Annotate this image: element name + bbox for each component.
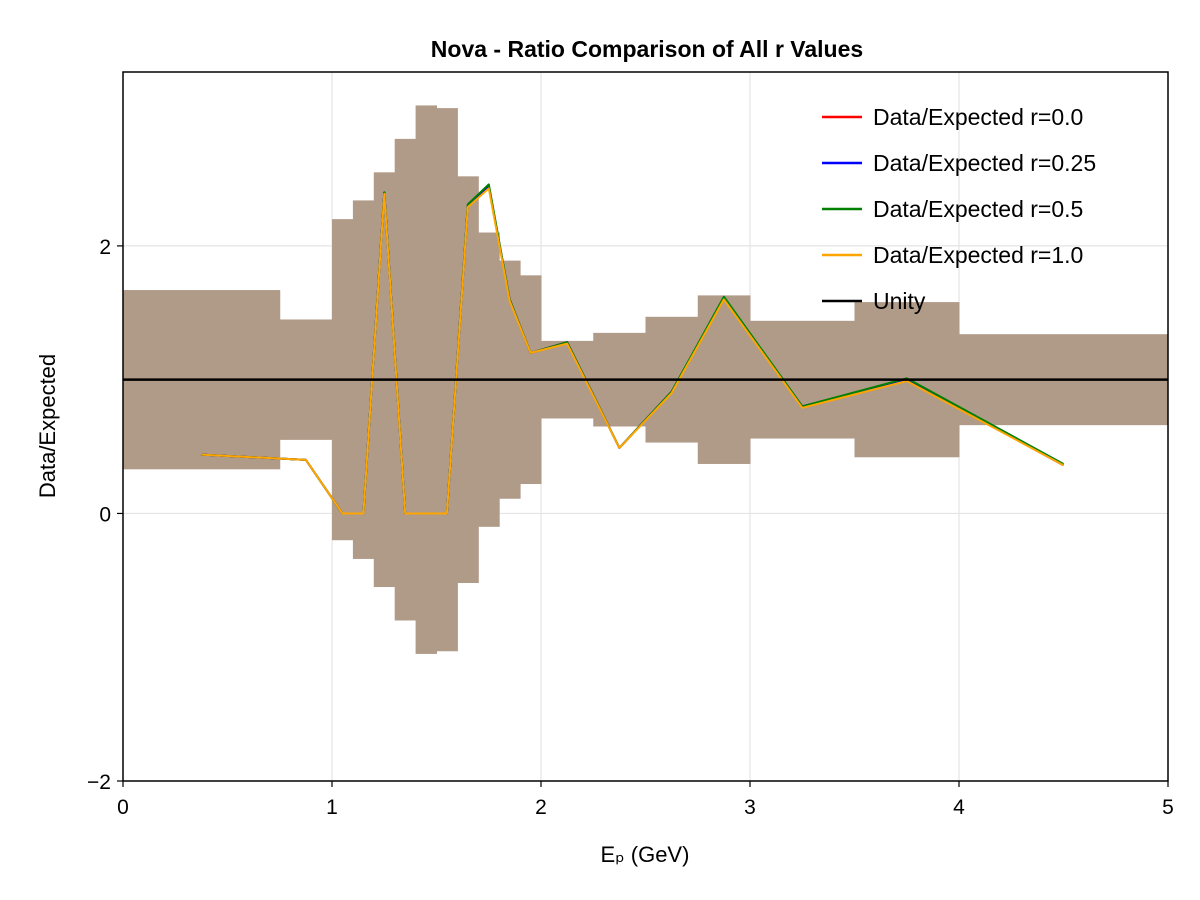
legend-label: Data/Expected r=0.5 xyxy=(873,196,1083,222)
x-tick-label: 5 xyxy=(1162,796,1174,819)
x-axis-label: Eₚ (GeV) xyxy=(601,842,690,867)
series-line-3 xyxy=(201,187,1064,515)
plot-frame xyxy=(122,71,1169,782)
axis-ticks: 0 1 2 3 4 5 −2 0 2 xyxy=(87,236,1174,819)
y-tick-label: −2 xyxy=(87,771,111,794)
legend: Data/Expected r=0.0 Data/Expected r=0.25 D… xyxy=(822,104,1096,314)
legend-label: Data/Expected r=0.25 xyxy=(873,150,1096,176)
y-tick-label: 0 xyxy=(99,503,111,526)
chart-title: Nova - Ratio Comparison of All r Values xyxy=(431,36,863,62)
y-tick-label: 2 xyxy=(99,236,111,259)
y-axis-label: Data/Expected xyxy=(35,354,60,498)
x-tick-label: 4 xyxy=(953,796,965,819)
legend-label: Unity xyxy=(873,288,926,314)
x-tick-label: 3 xyxy=(744,796,756,819)
series-lines xyxy=(123,183,1168,515)
x-tick-label: 0 xyxy=(117,796,129,819)
legend-label: Data/Expected r=1.0 xyxy=(873,242,1083,268)
legend-label: Data/Expected r=0.0 xyxy=(873,104,1083,130)
x-tick-label: 1 xyxy=(326,796,338,819)
x-tick-label: 2 xyxy=(535,796,547,819)
